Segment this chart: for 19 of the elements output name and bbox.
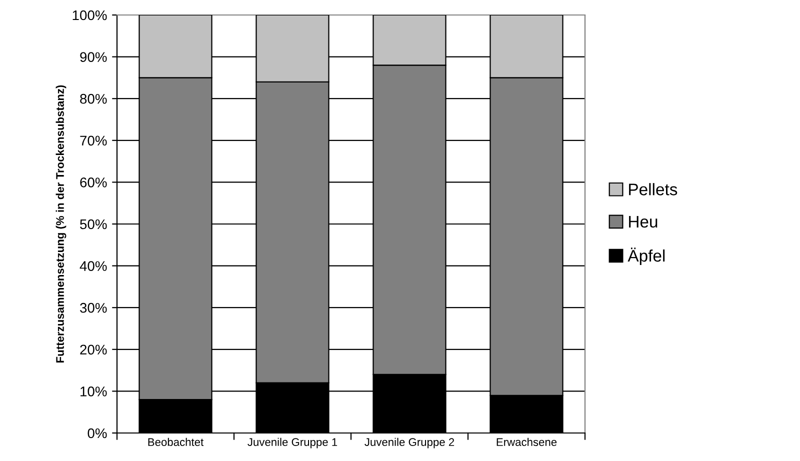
y-tick-label: 60% [80,178,107,188]
x-tick-label: Erwachsene [496,438,557,446]
y-tick-label: 20% [80,344,107,355]
x-tick-label: Juvenile Gruppe 1 [248,438,338,448]
y-tick-label: 90% [80,52,107,62]
legend-label: Pellets [629,183,678,196]
legend-label: Äpfel [628,248,665,265]
y-tick-label: 70% [80,136,107,146]
legend-label: Heu [629,216,658,228]
y-tick-label: 0% [88,428,107,438]
x-tick-label: Juvenile Gruppe 2 [364,438,454,448]
y-tick-label: 80% [80,94,107,104]
y-tick-label: 100% [72,10,107,20]
y-axis-title: Futterzusammensetzung (% in der Trockensubstanz) [56,85,66,362]
y-tick-label: 30% [80,302,107,313]
y-tick-label: 40% [80,261,107,271]
x-tick-label: Beobachtet [148,438,204,446]
y-tick-label: 10% [80,386,107,396]
y-tick-label: 50% [80,219,107,230]
